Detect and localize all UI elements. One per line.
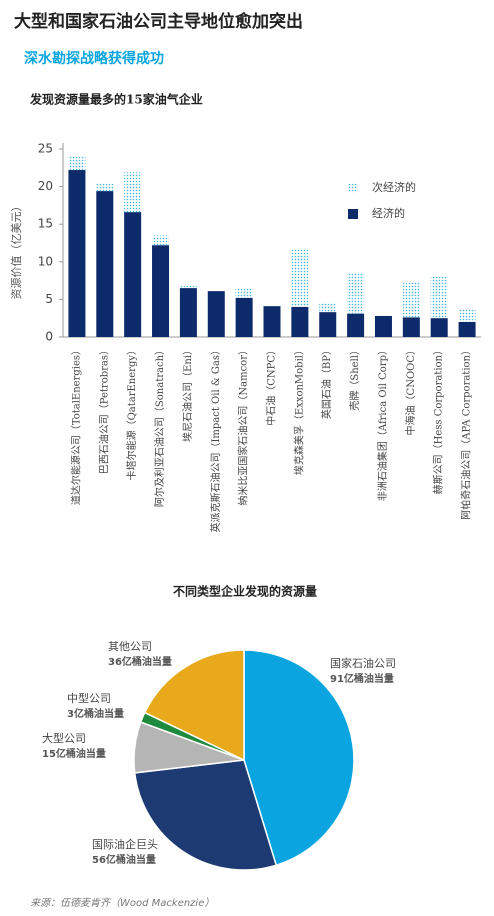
pie-value-label: 15亿桶油当量 — [42, 747, 106, 760]
bar-segment — [124, 172, 142, 213]
bar-segment — [430, 318, 448, 337]
x-tick-label: 中海油（CNOOC） — [404, 345, 417, 435]
y-tick-label: 20 — [38, 179, 53, 193]
bar-segment — [458, 308, 476, 322]
pie-slice — [143, 649, 245, 762]
x-tick-label: 非洲石油集团（Africa Oil Corp） — [376, 345, 389, 501]
pie-value-label: 56亿桶油当量 — [92, 853, 156, 866]
y-tick-label: 15 — [38, 217, 53, 231]
y-tick-label: 10 — [38, 254, 53, 268]
bar-segment — [374, 315, 392, 337]
bar-segment — [402, 281, 420, 318]
x-tick-label: 英派克斯石油公司（Impact Oil & Gas） — [209, 345, 222, 533]
bar-segment — [235, 297, 253, 337]
x-tick-label: 英国石油（BP） — [320, 345, 333, 419]
pie-chart-title: 不同类型企业发现的资源量 — [173, 584, 317, 599]
y-tick-label: 5 — [45, 292, 53, 306]
y-axis-label: 资源价值（亿美元） — [9, 201, 23, 300]
bar-segment — [347, 313, 365, 337]
pie-value-label: 36亿桶油当量 — [108, 655, 172, 668]
bar-segment — [235, 288, 253, 298]
bar-segment — [319, 312, 337, 337]
pie-slice — [133, 759, 278, 871]
x-tick-label: 壳牌（Shell） — [348, 345, 361, 411]
bar-segment — [430, 276, 448, 319]
pie-label: 其他公司 — [108, 640, 152, 653]
pie-label: 大型公司 — [42, 731, 86, 745]
x-tick-label: 纳米比亚国家石油公司（Namcor） — [237, 345, 250, 506]
legend-marker — [348, 183, 358, 193]
pie-value-label: 91亿桶油当量 — [330, 672, 394, 685]
source: 来源：伍德麦肯齐（Wood Mackenzie） — [30, 897, 214, 909]
x-tick-label: 道达尔能源公司（TotalEnergies） — [69, 345, 82, 505]
y-tick-label: 0 — [45, 330, 53, 344]
x-tick-label: 中石油（CNPC） — [265, 345, 278, 426]
pie-label: 国际油企巨头 — [92, 837, 158, 851]
x-tick-label: 埃克森美孚（ExxonMobil） — [292, 345, 305, 475]
page-title: 大型和国家石油公司主导地位愈加突出 — [14, 11, 303, 32]
bar-segment — [96, 183, 114, 192]
bar-segment — [458, 321, 476, 337]
x-tick-label: 埃尼石油公司（Eni） — [181, 345, 194, 442]
pie-slice — [243, 649, 355, 867]
bar-segment — [96, 191, 114, 337]
bar-segment — [402, 317, 420, 337]
bar-segment — [152, 235, 170, 246]
bar-segment — [152, 245, 170, 337]
bar-segment — [263, 306, 281, 337]
legend-label: 次经济的 — [372, 180, 416, 194]
bar-segment — [291, 306, 309, 337]
pie-value-label: 3亿桶油当量 — [67, 707, 124, 720]
page-subtitle: 深水勘探战略获得成功 — [24, 50, 164, 67]
x-tick-label: 赫斯公司（Hess Corporation） — [432, 345, 445, 494]
bar-segment — [68, 170, 86, 337]
x-tick-label: 巴西石油公司（Petrobras） — [97, 345, 110, 474]
bar-segment — [207, 291, 225, 337]
bar-segment — [68, 156, 86, 171]
bar-segment — [179, 288, 197, 337]
x-tick-label: 阿尔及利亚石油公司（Sonatrach） — [153, 345, 166, 507]
bar-segment — [179, 285, 197, 289]
bar-segment — [347, 272, 365, 314]
pie-label: 中型公司 — [67, 691, 111, 705]
bar-segment — [124, 212, 142, 337]
x-tick-label: 卡塔尔能源（QatarEnergy） — [125, 345, 138, 480]
x-tick-label: 阿帕奇石油公司（APA Corporation） — [460, 345, 473, 520]
bar-segment — [319, 302, 337, 313]
y-tick-label: 25 — [38, 142, 53, 156]
bar-segment — [291, 248, 309, 307]
legend-marker — [348, 209, 358, 219]
bar-chart-title: 发现资源量最多的15家油气企业 — [29, 92, 203, 107]
pie-label: 国家石油公司 — [330, 656, 396, 670]
legend-label: 经济的 — [372, 206, 405, 220]
